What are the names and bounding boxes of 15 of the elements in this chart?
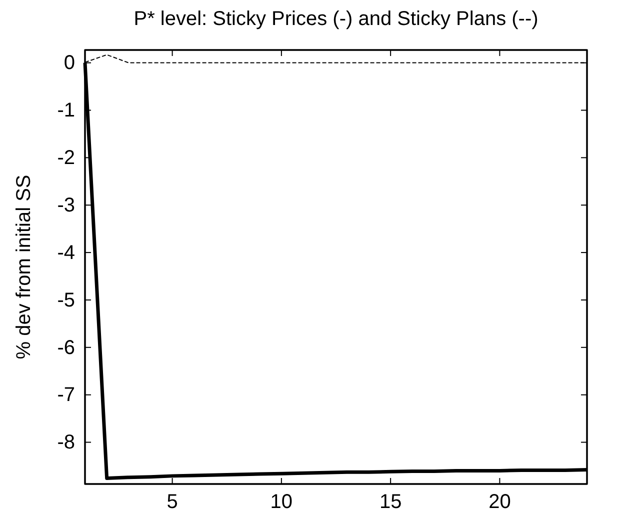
chart-title: P* level: Sticky Prices (-) and Sticky Plans (--)	[134, 8, 538, 30]
y-tick-label: -7	[57, 384, 75, 406]
y-axis-title: % dev from initial SS	[13, 174, 35, 360]
x-tick-label: 5	[166, 491, 178, 514]
y-tick-label: -3	[57, 194, 75, 216]
y-tick-label: 0	[64, 52, 75, 74]
y-tick-label: -8	[57, 432, 75, 454]
y-tick-label: -2	[57, 147, 75, 170]
x-tick-label: 10	[270, 491, 293, 514]
y-tick-label: -1	[57, 100, 75, 122]
y-tick-label: -5	[57, 289, 75, 312]
y-tick-label: -4	[57, 242, 75, 264]
y-tick-label: -6	[57, 336, 75, 359]
x-tick-label: 20	[488, 491, 511, 514]
x-tick-label: 15	[379, 491, 402, 514]
